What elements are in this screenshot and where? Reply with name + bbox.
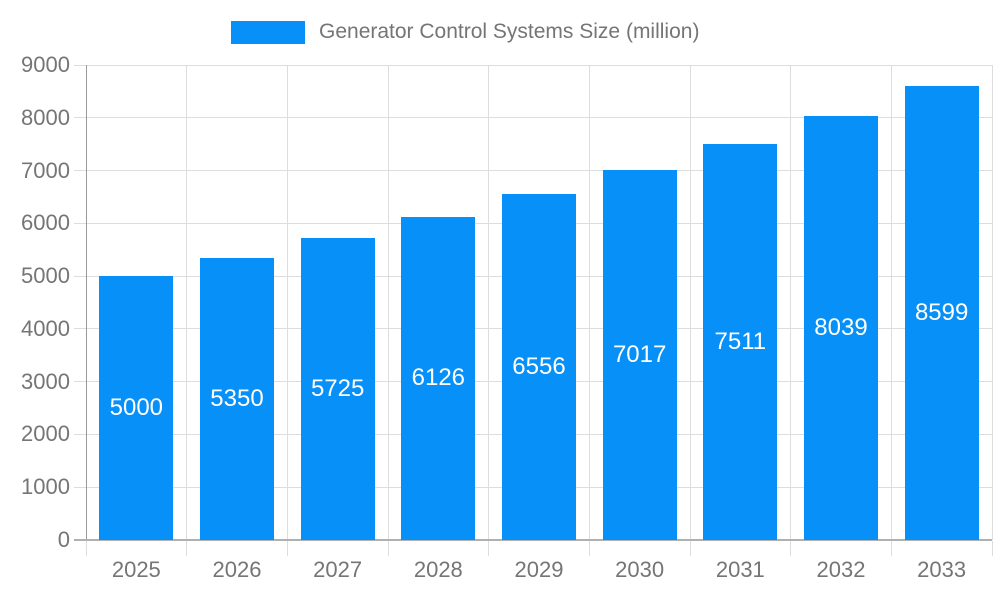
bar-2030[interactable]: 7017 [602,169,677,540]
bar-2026[interactable]: 5350 [200,257,274,540]
x-axis-label-2030: 2030 [615,557,665,582]
bar-value-label: 6126 [411,364,466,392]
x-axis-tick [387,541,389,556]
y-axis-label: 0 [57,527,70,552]
bar-2025[interactable]: 5000 [99,276,174,540]
x-axis-label-2028: 2028 [413,557,463,582]
gridline-x [689,65,691,540]
gridline-x [286,65,288,540]
y-axis-label: 3000 [21,368,70,394]
bar-2032[interactable]: 8039 [804,115,878,540]
y-axis-label: 1000 [21,474,70,500]
gridline-x [790,65,792,540]
y-axis-label: 4000 [21,315,70,341]
y-axis-label: 7000 [21,157,70,183]
legend-swatch-icon [231,20,305,44]
x-axis-tick [790,541,792,556]
gridline-y-8000 [74,117,992,119]
gridline-x [387,65,389,540]
bar-value-label: 6556 [512,352,566,380]
bar-value-label: 5000 [109,394,164,422]
x-axis-tick [991,541,993,556]
y-axis-line [86,65,87,541]
x-axis-label-2033: 2033 [917,557,967,582]
bar-2027[interactable]: 5725 [300,237,375,540]
bar-value-label: 8039 [814,313,868,341]
x-axis-tick [488,541,490,556]
x-axis-tick [85,541,87,556]
x-axis-tick [588,541,590,556]
y-axis-label: 9000 [21,52,70,77]
x-axis-label-2029: 2029 [514,557,564,582]
y-axis-label: 2000 [21,421,70,447]
chart-legend: Generator Control Systems Size (million) [231,20,699,44]
gridline-x [890,65,892,540]
y-axis-label: 8000 [21,104,70,130]
x-axis-line [74,539,992,541]
bar-value-label: 5725 [310,374,365,402]
bar-value-label: 5350 [210,384,264,412]
bar-2031[interactable]: 7511 [703,143,778,540]
y-axis-label: 6000 [21,210,70,236]
x-axis-label-2026: 2026 [212,557,262,582]
bar-2028[interactable]: 6126 [401,216,476,540]
gridline-x [588,65,590,540]
x-axis-label-2025: 2025 [111,557,161,582]
gridline-x [991,65,993,540]
x-axis-label-2032: 2032 [816,557,866,582]
gridline-x [488,65,490,540]
bar-value-label: 7017 [612,340,667,368]
gridline-y-9000 [74,64,992,66]
legend-label: Generator Control Systems Size (million) [319,20,700,43]
bar-value-label: 7511 [714,327,767,355]
gridline-x [186,65,188,540]
bar-value-label: 8599 [914,299,969,327]
x-axis-tick [689,541,691,556]
x-axis-tick [890,541,892,556]
x-axis-label-2027: 2027 [313,557,363,582]
gridline-y-7000 [74,170,992,172]
x-axis-tick [186,541,188,556]
bar-2033[interactable]: 8599 [904,86,979,540]
y-axis-label: 5000 [21,263,70,289]
bar-2029[interactable]: 6556 [502,193,576,540]
x-axis-tick [286,541,288,556]
x-axis-label-2031: 2031 [715,557,765,582]
